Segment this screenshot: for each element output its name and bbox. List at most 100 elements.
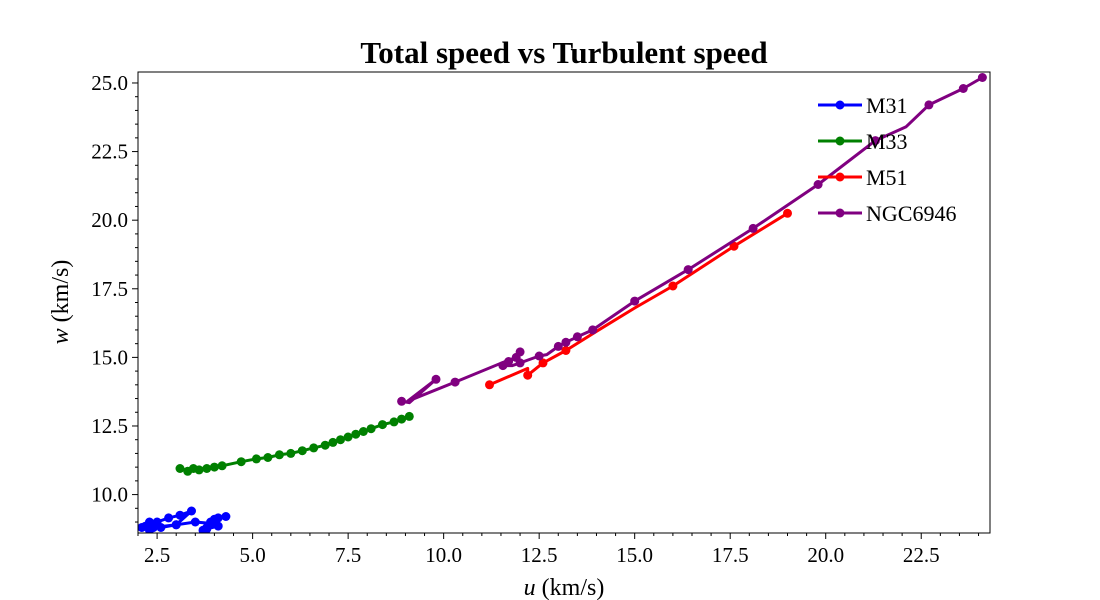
data-point-m31: [148, 523, 158, 532]
data-point-ngc6946: [977, 73, 987, 82]
data-point-m33: [397, 414, 407, 424]
y-tick-label: 22.5: [91, 140, 128, 164]
data-point-m33: [366, 424, 376, 434]
data-point-ngc6946: [958, 84, 968, 93]
data-point-ngc6946: [397, 396, 407, 406]
series-ngc6946: [397, 73, 987, 406]
x-tick-label: 17.5: [712, 543, 749, 567]
legend-item-ngc6946: NGC6946: [818, 201, 956, 226]
data-point-m33: [328, 437, 338, 447]
data-point-ngc6946: [504, 357, 514, 366]
chart-title: Total speed vs Turbulent speed: [360, 35, 767, 70]
data-point-ngc6946: [553, 341, 563, 351]
data-point-m31: [209, 514, 219, 524]
data-point-ngc6946: [813, 180, 823, 189]
y-axis-variable: w: [48, 328, 74, 344]
data-point-m33: [389, 417, 399, 427]
series-m51: [485, 208, 792, 390]
data-point-m33: [202, 464, 212, 473]
data-point-ngc6946: [534, 351, 544, 361]
x-tick-label: 10.0: [425, 543, 462, 567]
data-point-m33: [336, 435, 345, 445]
y-axis-label: w (km/s): [48, 260, 74, 345]
legend-marker-m51: [835, 172, 845, 182]
data-point-ngc6946: [450, 377, 460, 387]
y-tick-label: 12.5: [91, 414, 128, 438]
x-axis-label: u (km/s): [524, 575, 605, 600]
x-tick-label: 20.0: [807, 543, 844, 567]
data-point-m33: [236, 457, 246, 467]
series-m31: [138, 506, 231, 533]
series-line-ngc6946: [401, 76, 984, 405]
x-axis-unit: (km/s): [536, 575, 605, 600]
y-tick-label: 15.0: [91, 345, 128, 369]
legend-item-m31: M31: [818, 93, 908, 118]
legend: M31 M33 M51 NGC6946: [818, 93, 956, 226]
data-point-m31: [164, 513, 174, 523]
data-point-m33: [251, 454, 261, 464]
data-point-m31: [171, 520, 181, 530]
data-point-m51: [538, 358, 548, 368]
legend-marker-m33: [835, 136, 845, 146]
y-tick-label: 10.0: [91, 483, 128, 507]
data-point-ngc6946: [515, 358, 525, 368]
data-point-m33: [286, 448, 296, 458]
data-point-m33: [217, 461, 227, 471]
x-tick-label: 5.0: [239, 543, 265, 567]
data-point-m51: [668, 281, 678, 291]
data-point-ngc6946: [588, 325, 598, 335]
data-point-m33: [351, 429, 361, 439]
y-axis-unit: (km/s): [48, 260, 74, 329]
data-point-ngc6946: [561, 337, 571, 347]
series-m33: [175, 411, 414, 476]
data-point-m51: [485, 380, 494, 390]
data-point-ngc6946: [630, 296, 640, 306]
data-point-ngc6946: [870, 136, 880, 146]
data-point-m31: [156, 523, 166, 532]
legend-label-m33: M33: [866, 129, 908, 154]
data-point-m31: [190, 517, 200, 527]
x-tick-label: 15.0: [616, 543, 653, 567]
legend-marker-m31: [835, 100, 845, 110]
data-point-m31: [213, 521, 223, 531]
data-point-m33: [297, 446, 307, 456]
data-point-m33: [378, 420, 387, 430]
data-point-m33: [194, 465, 204, 475]
y-tick-label: 25.0: [91, 71, 128, 95]
data-point-ngc6946: [515, 347, 525, 357]
data-point-ngc6946: [431, 374, 441, 384]
data-point-m33: [309, 443, 319, 453]
data-point-m31: [187, 506, 196, 516]
x-tick-label: 22.5: [903, 543, 940, 567]
data-point-ngc6946: [924, 100, 934, 110]
data-point-m33: [274, 450, 284, 460]
x-tick-label: 7.5: [335, 543, 361, 567]
ticks-layer: 2.5 5.0 7.5 10.0 12.5 15.0 17.5 20.0 22.5 10.0 12.…: [91, 71, 980, 567]
x-axis-variable: u: [524, 575, 536, 600]
y-tick-label: 20.0: [91, 208, 128, 232]
x-tick-label: 2.5: [144, 543, 170, 567]
data-point-m51: [783, 208, 792, 218]
data-point-m33: [175, 464, 185, 473]
data-point-m33: [263, 453, 273, 462]
plot-frame: [137, 71, 991, 534]
legend-label-ngc6946: NGC6946: [866, 201, 956, 226]
data-point-ngc6946: [748, 223, 758, 233]
data-point-m51: [729, 241, 739, 251]
data-point-ngc6946: [572, 332, 582, 342]
y-tick-label: 17.5: [91, 277, 128, 301]
data-point-m33: [358, 427, 368, 436]
data-point-m33: [343, 432, 353, 442]
legend-item-m33: M33: [818, 129, 908, 154]
data-point-m31: [141, 521, 151, 531]
legend-label-m31: M31: [866, 93, 908, 118]
series-layer: [138, 73, 987, 533]
data-point-m51: [561, 346, 571, 355]
legend-item-m51: M51: [818, 165, 908, 190]
legend-label-m51: M51: [866, 165, 908, 190]
data-point-m51: [523, 370, 533, 380]
data-point-m31: [221, 512, 231, 521]
x-tick-label: 12.5: [521, 543, 558, 567]
data-point-m31: [175, 510, 185, 520]
